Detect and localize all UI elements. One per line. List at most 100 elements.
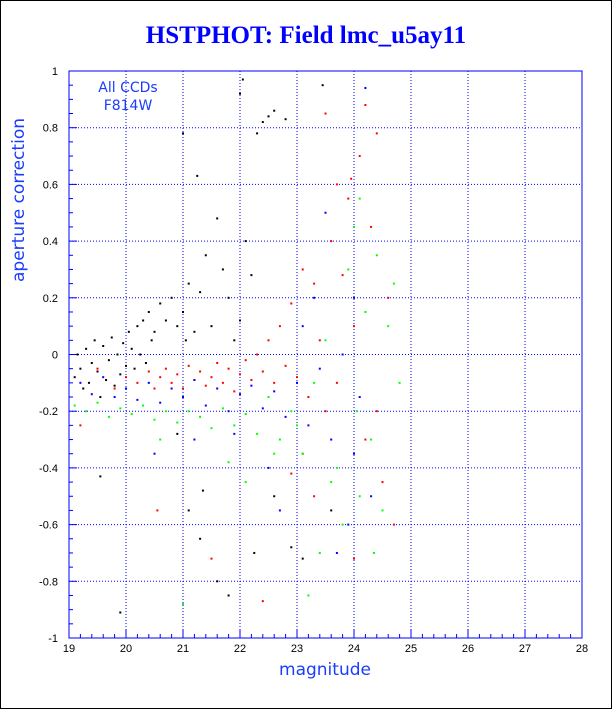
data-point: [73, 404, 76, 407]
data-point: [290, 546, 293, 549]
data-point: [233, 424, 236, 427]
y-tick-label: -0.4: [39, 463, 58, 475]
data-point: [364, 87, 367, 90]
data-point: [99, 475, 102, 478]
data-point: [127, 330, 130, 333]
data-point: [398, 381, 401, 384]
data-point: [227, 594, 230, 597]
data-point: [301, 268, 304, 271]
data-point: [159, 376, 162, 379]
data-point: [133, 367, 136, 370]
data-point: [347, 268, 350, 271]
data-point: [102, 344, 105, 347]
data-point: [153, 330, 156, 333]
data-point: [341, 353, 344, 356]
data-point: [159, 438, 162, 441]
data-point: [372, 551, 375, 554]
x-tick-label: 26: [462, 643, 474, 655]
data-point: [170, 296, 173, 299]
data-point: [136, 381, 139, 384]
data-point: [241, 78, 244, 81]
x-axis-label: magnitude: [279, 660, 371, 680]
data-point: [96, 401, 99, 404]
data-point: [284, 118, 287, 121]
x-tick-label: 19: [63, 643, 75, 655]
data-point: [375, 132, 378, 135]
data-point: [330, 240, 333, 243]
y-tick-label: -0.6: [39, 520, 58, 532]
data-point: [350, 177, 353, 180]
data-point: [139, 353, 142, 356]
axis-ticks: 19 20 21 22 23 24 25 26 27 28 -1 -0.8 -0.6 -0.4 -0.2 0 0…: [39, 66, 588, 655]
data-point: [301, 325, 304, 328]
x-tick-label: 24: [348, 643, 360, 655]
data-point: [273, 452, 276, 455]
data-point: [216, 580, 219, 583]
data-point: [267, 466, 270, 469]
data-point: [96, 370, 99, 373]
data-point: [301, 452, 304, 455]
data-point: [199, 291, 202, 294]
data-point: [107, 415, 110, 418]
data-point: [136, 398, 139, 401]
data-point: [122, 342, 125, 345]
data-point: [170, 381, 173, 384]
data-point: [227, 367, 230, 370]
data-point: [239, 92, 241, 95]
data-point: [250, 274, 253, 277]
data-point: [196, 174, 199, 177]
data-point: [221, 381, 224, 384]
y-tick-label: -0.8: [39, 576, 58, 588]
x-tick-label: 21: [177, 643, 189, 655]
data-point: [164, 367, 167, 370]
data-point: [239, 319, 241, 322]
data-point: [184, 339, 187, 342]
data-point: [210, 376, 213, 379]
data-point: [159, 302, 162, 305]
data-point: [313, 381, 316, 384]
data-point: [113, 396, 116, 399]
data-point: [147, 381, 150, 384]
annotation-ccds: All CCDs: [98, 80, 157, 96]
data-point: [370, 495, 373, 498]
data-point: [347, 523, 350, 526]
data-point: [364, 104, 367, 107]
data-point: [290, 472, 293, 475]
data-point: [187, 364, 190, 367]
data-point: [261, 600, 264, 603]
data-point: [307, 396, 310, 399]
chart-title: HSTPHOT: Field lmc_u5ay11: [145, 22, 467, 49]
data-point: [90, 362, 93, 365]
data-point: [324, 112, 327, 115]
data-point: [335, 183, 338, 186]
x-tick-label: 27: [519, 643, 531, 655]
data-point: [182, 602, 184, 605]
data-point: [250, 384, 253, 387]
data-point: [164, 410, 167, 413]
data-point: [227, 461, 230, 464]
data-point: [119, 373, 122, 376]
data-point: [204, 384, 207, 387]
data-point: [353, 296, 355, 299]
data-point: [244, 481, 247, 484]
data-point: [204, 254, 207, 257]
data-point: [261, 407, 264, 410]
data-point: [130, 413, 133, 416]
data-point: [210, 427, 213, 430]
data-point: [176, 432, 179, 435]
data-point: [347, 197, 350, 200]
data-point: [290, 410, 293, 413]
data-point: [182, 396, 184, 399]
data-point: [290, 302, 293, 305]
data-point: [76, 353, 79, 356]
data-point: [278, 509, 281, 512]
data-point: [227, 296, 230, 299]
data-point: [187, 282, 190, 285]
y-tick-label: 0: [52, 350, 58, 362]
data-point: [79, 367, 82, 370]
data-point: [93, 339, 96, 342]
data-point: [227, 410, 230, 413]
data-point: [199, 537, 202, 540]
data-point: [119, 407, 122, 410]
